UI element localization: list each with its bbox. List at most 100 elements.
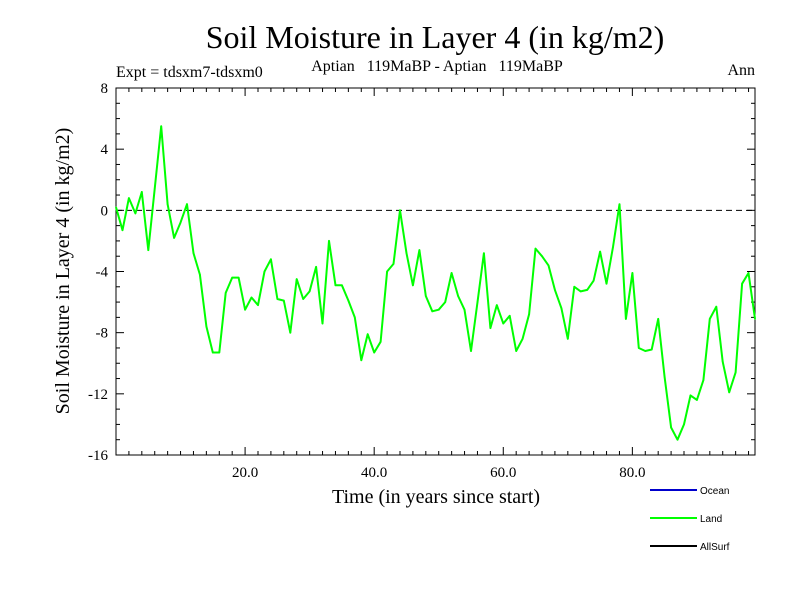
data-point xyxy=(250,296,253,299)
y-tick-label: -16 xyxy=(88,448,108,464)
data-point xyxy=(192,252,195,254)
data-point xyxy=(115,206,117,209)
data-point xyxy=(328,240,330,242)
data-point xyxy=(399,209,401,212)
legend: Ocean Land AllSurf xyxy=(650,486,730,553)
data-point xyxy=(257,304,259,306)
data-point xyxy=(289,331,292,334)
data-point xyxy=(625,318,627,320)
legend-label-allsurf: AllSurf xyxy=(700,542,730,553)
data-point xyxy=(605,282,608,285)
data-point xyxy=(592,279,595,282)
axis-ticks xyxy=(116,87,755,456)
data-point xyxy=(212,351,214,354)
data-point xyxy=(141,191,143,193)
data-point xyxy=(528,313,530,316)
data-point xyxy=(631,272,634,274)
data-point xyxy=(618,203,621,206)
data-point xyxy=(321,322,324,325)
data-point xyxy=(670,426,672,429)
y-tick-label: -8 xyxy=(96,326,109,342)
data-point xyxy=(334,284,337,287)
data-point xyxy=(560,307,563,310)
data-point xyxy=(379,341,382,343)
data-point xyxy=(521,337,524,340)
data-point xyxy=(418,249,421,251)
data-point xyxy=(734,371,737,374)
data-point xyxy=(586,289,588,291)
data-point xyxy=(218,351,221,354)
data-point xyxy=(276,298,279,300)
data-point xyxy=(683,423,685,426)
data-point xyxy=(502,322,505,325)
data-point xyxy=(676,438,679,441)
data-point xyxy=(373,351,375,354)
data-point xyxy=(657,318,659,320)
period-label: Aptian 119MaBP - Aptian 119MaBP xyxy=(311,58,563,75)
data-point xyxy=(715,305,718,308)
data-point xyxy=(186,203,188,206)
data-point xyxy=(231,276,233,279)
data-point xyxy=(263,270,266,273)
data-point xyxy=(663,376,666,378)
data-point xyxy=(612,246,614,248)
x-tick-label: 60.0 xyxy=(490,465,516,481)
data-point xyxy=(425,295,427,297)
data-point xyxy=(308,290,311,293)
y-tick-label: -12 xyxy=(88,387,108,403)
y-tick-label: 4 xyxy=(101,142,109,158)
data-point xyxy=(153,188,156,190)
data-point xyxy=(205,325,208,328)
data-point xyxy=(457,295,459,297)
data-point xyxy=(554,289,556,291)
data-point xyxy=(644,350,647,352)
data-point xyxy=(470,350,472,352)
data-point xyxy=(721,360,724,363)
chart-title: Soil Moisture in Layer 4 (in kg/m2) xyxy=(206,19,665,55)
data-point xyxy=(315,266,317,268)
legend-label-ocean: Ocean xyxy=(700,486,729,497)
data-point xyxy=(224,292,227,294)
data-point xyxy=(573,285,576,288)
data-point xyxy=(515,350,517,352)
data-point xyxy=(121,229,124,232)
data-point xyxy=(547,264,550,267)
data-point xyxy=(173,237,175,239)
data-point xyxy=(638,347,640,349)
y-tick-label: 8 xyxy=(101,81,109,97)
data-point xyxy=(412,284,414,287)
y-axis-label: Soil Moisture in Layer 4 (in kg/m2) xyxy=(52,128,74,415)
data-point xyxy=(650,348,653,351)
data-point xyxy=(128,197,130,199)
data-point xyxy=(741,282,743,285)
data-point xyxy=(437,308,440,311)
series-layer xyxy=(115,125,756,441)
data-point xyxy=(134,212,137,215)
y-tick-label: -4 xyxy=(96,265,109,281)
data-point xyxy=(366,333,369,335)
legend-label-land: Land xyxy=(700,514,722,525)
data-point xyxy=(476,301,479,303)
data-point xyxy=(244,308,246,311)
data-point xyxy=(302,298,304,300)
data-point xyxy=(483,252,485,254)
x-tick-label: 80.0 xyxy=(619,465,645,481)
data-point xyxy=(728,391,730,394)
data-point xyxy=(702,379,705,381)
data-point xyxy=(534,247,537,250)
data-point xyxy=(709,318,711,320)
data-point xyxy=(579,290,582,293)
data-point xyxy=(354,316,356,319)
data-point xyxy=(489,327,492,329)
data-point xyxy=(270,258,272,261)
data-point xyxy=(508,315,511,317)
tick-labels: 20.0 40.0 60.0 80.0 -16 -12 -8 -4 0 4 8 xyxy=(88,81,645,481)
data-point xyxy=(450,272,453,274)
data-point xyxy=(295,278,298,280)
data-point xyxy=(567,337,569,340)
y-tick-label: 0 xyxy=(101,203,109,219)
data-point xyxy=(147,249,150,251)
data-point xyxy=(431,310,434,313)
x-tick-label: 20.0 xyxy=(232,465,258,481)
